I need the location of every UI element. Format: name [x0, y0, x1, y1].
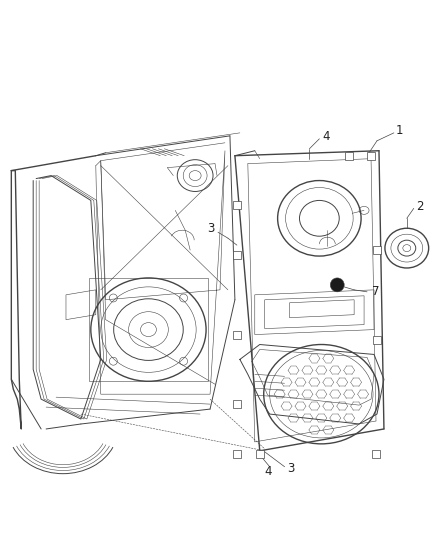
Text: 4: 4 — [264, 465, 272, 478]
Bar — [233, 400, 241, 408]
Bar — [372, 450, 380, 458]
Bar — [233, 450, 241, 458]
Bar — [233, 330, 241, 338]
Text: 2: 2 — [416, 200, 423, 213]
Bar — [256, 450, 264, 458]
Bar — [233, 201, 241, 209]
Circle shape — [330, 278, 344, 292]
Bar — [345, 152, 353, 160]
Text: 4: 4 — [322, 131, 330, 143]
Text: 1: 1 — [396, 124, 403, 138]
Text: 3: 3 — [288, 462, 295, 475]
Text: 3: 3 — [208, 222, 215, 235]
Bar — [373, 336, 381, 343]
Bar — [233, 251, 241, 259]
Bar — [373, 246, 381, 254]
Bar — [367, 152, 375, 160]
Text: 7: 7 — [372, 285, 379, 298]
